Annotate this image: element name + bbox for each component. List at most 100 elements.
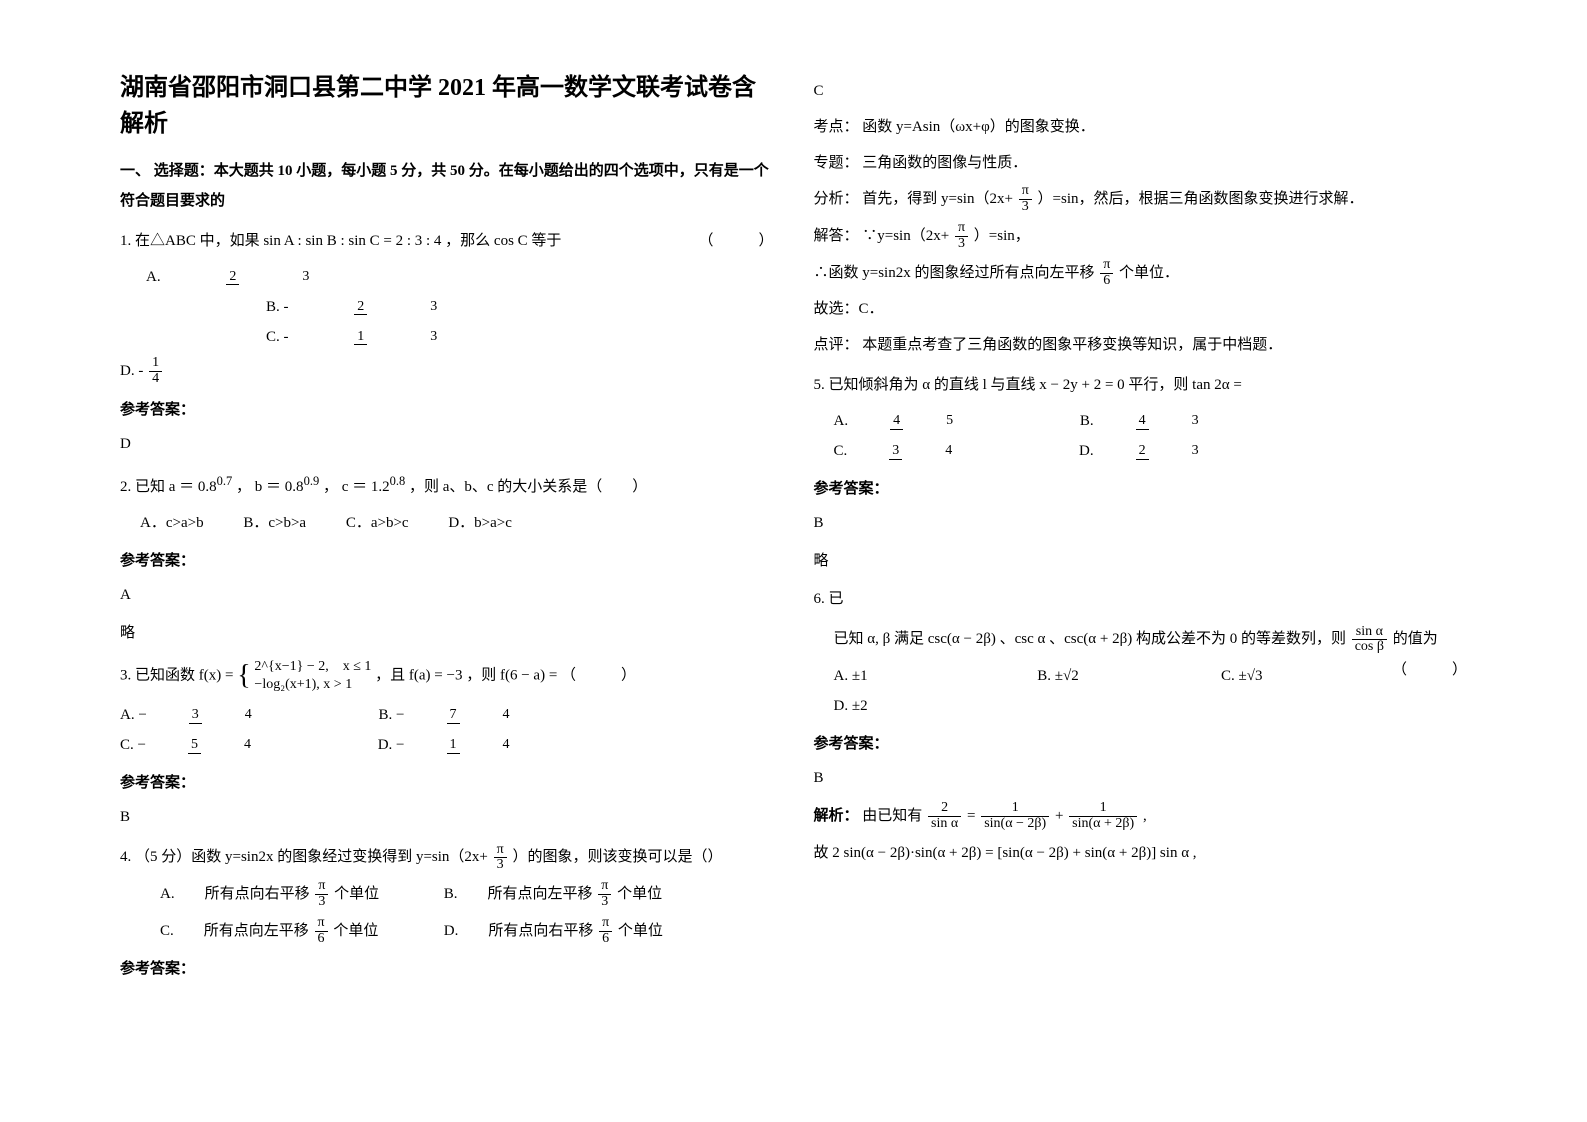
q1-a-frac: 23: [226, 270, 372, 286]
q4-a-frac: π3: [315, 879, 328, 909]
q4-a-post: 个单位: [330, 886, 379, 902]
q1-c-label: C. -: [266, 322, 289, 352]
q4-option-b: B. 所有点向左平移 π3 个单位: [444, 879, 662, 910]
q2-option-d: D．b>a>c: [448, 508, 512, 538]
q4-row-2: C. 所有点向左平移 π6 个单位 D. 所有点向右平移 π6 个单位: [160, 916, 774, 947]
q1-options: A. 23 B. - 23 C. - 13: [146, 262, 774, 352]
analysis-jd: 解答： ∵y=sin（2x+ π3 ）=sin，: [814, 221, 1468, 252]
q5-a-frac: 45: [890, 414, 996, 430]
q4-d-pre: D. 所有点向右平移: [444, 923, 597, 939]
q2-options: A．c>a>b B．c>b>a C．a>b>c D．b>a>c: [140, 508, 774, 538]
q2-stem-d: ，则 a、b、c 的大小关系是（ ）: [409, 479, 647, 495]
analysis-conc-b: 个单位．: [1119, 265, 1179, 281]
analysis-fx-a: 分析： 首先，得到 y=sin（2x+: [814, 191, 1017, 207]
q4-stem-frac: π3: [494, 843, 507, 873]
left-column: 湖南省邵阳市洞口县第二中学 2021 年高一数学文联考试卷含 解析 一、 选择题…: [100, 70, 794, 1082]
q4-answer-label: 参考答案：: [120, 954, 774, 984]
q6-jx-r2: 1sin(α + 2β): [1069, 801, 1137, 831]
q6-option-d: D. ±2: [834, 691, 868, 721]
q6-stem-b: 的值为: [1393, 631, 1438, 647]
analysis-jd-b: ）=sin，: [974, 228, 1030, 244]
q6-jiexi-line2: 故 2 sin(α − 2β)·sin(α + 2β) = [sin(α − 2…: [814, 838, 1468, 868]
q6-paren: （ ）: [1392, 655, 1467, 685]
q3-b-frac: 74: [447, 708, 553, 724]
q1-a-label: A.: [146, 262, 161, 292]
q3-answer: B: [120, 802, 774, 832]
q3-d-frac: 14: [447, 738, 553, 754]
q6-jiexi-a: 由已知有: [862, 808, 926, 824]
q3-option-a: A. − 34: [120, 700, 335, 730]
q4-d-post: 个单位: [614, 923, 663, 939]
q4-answer: C: [814, 76, 1468, 106]
q3-c-label: C. −: [120, 730, 146, 760]
analysis-conc: ∴函数 y=sin2x 的图象经过所有点向左平移 π6 个单位．: [814, 258, 1468, 289]
q6-jx-r1: 1sin(α − 2β): [981, 801, 1049, 831]
q6-stem-a: 已知 α, β 满足 csc(α − 2β) 、csc α 、csc(α + 2…: [834, 631, 1350, 647]
q3-a-label: A. −: [120, 700, 147, 730]
title-line-1: 湖南省邵阳市洞口县第二中学 2021 年高一数学文联考试卷含: [120, 75, 756, 101]
q6-options: A. ±1 B. ±√2 C. ±√3 D. ±2: [834, 661, 1468, 721]
q1-d-frac: 14: [149, 356, 162, 386]
analysis-jd-frac: π3: [955, 221, 968, 251]
q6-option-a: A. ±1: [834, 661, 1034, 691]
q1-d-label: D. -: [120, 363, 143, 379]
question-4: 4. （5 分）函数 y=sin2x 的图象经过变换得到 y=sin（2x+ π…: [120, 842, 774, 873]
q1-b-frac: 23: [354, 300, 500, 316]
analysis-kd: 考点： 函数 y=Asin（ωx+φ）的图象变换．: [814, 112, 1468, 142]
q5-c-frac: 34: [889, 444, 995, 460]
q4-b-pre: B. 所有点向左平移: [444, 886, 597, 902]
q5-option-a: A. 45: [834, 406, 1037, 436]
q4-d-frac: π6: [599, 916, 612, 946]
q3-answer-label: 参考答案：: [120, 768, 774, 798]
q5-d-label: D.: [1079, 436, 1094, 466]
q4-stem-a: 4. （5 分）函数 y=sin2x 的图象经过变换得到 y=sin（2x+: [120, 849, 492, 865]
q3-stem-mid: ，且 f(a) = −3 ，则 f(6 − a) = （ ）: [375, 667, 636, 683]
q1-c-frac: 13: [354, 330, 500, 346]
q1-stem: 1. 在△ABC 中，如果 sin A : sin B : sin C = 2 …: [120, 233, 561, 249]
q2-stem-b: ， b ＝ 0.8: [236, 479, 304, 495]
q6-option-c: C. ±√3: [1221, 661, 1262, 691]
question-1: 1. 在△ABC 中，如果 sin A : sin B : sin C = 2 …: [120, 226, 774, 256]
q4-a-pre: A. 所有点向右平移: [160, 886, 313, 902]
page-title: 湖南省邵阳市洞口县第二中学 2021 年高一数学文联考试卷含 解析: [120, 70, 774, 142]
q1-option-a: A. 23: [146, 262, 432, 292]
q6-answer-label: 参考答案：: [814, 729, 1468, 759]
q5-note: 略: [814, 546, 1468, 576]
page: 湖南省邵阳市洞口县第二中学 2021 年高一数学文联考试卷含 解析 一、 选择题…: [0, 0, 1587, 1122]
q5-d-frac: 23: [1136, 444, 1242, 460]
q2-stem-a: 2. 已知 a ＝ 0.8: [120, 479, 217, 495]
q4-c-post: 个单位: [330, 923, 379, 939]
q3-d-label: D. −: [378, 730, 405, 760]
q6-stem-frac: sin αcos β: [1352, 625, 1387, 655]
q3-c-frac: 54: [188, 738, 294, 754]
q4-stem-b: ）的图象，则该变换可以是（）: [512, 849, 722, 865]
question-5: 5. 已知倾斜角为 α 的直线 l 与直线 x − 2y + 2 = 0 平行，…: [814, 370, 1468, 400]
q5-answer: B: [814, 508, 1468, 538]
q2-note: 略: [120, 618, 774, 648]
q3-func-bot: −log₂(x+1), x > 1: [254, 676, 371, 694]
q1-option-c: C. - 13: [266, 322, 560, 352]
q3-a-frac: 34: [189, 708, 295, 724]
q5-b-label: B.: [1080, 406, 1094, 436]
q5-b-frac: 43: [1136, 414, 1242, 430]
q2-answer: A: [120, 580, 774, 610]
q4-b-post: 个单位: [613, 886, 662, 902]
title-line-2: 解析: [120, 111, 168, 137]
q3-option-d: D. − 14: [378, 730, 593, 760]
analysis-dp: 点评： 本题重点考查了三角函数的图象平移变换等知识，属于中档题．: [814, 330, 1468, 360]
q5-a-label: A.: [834, 406, 849, 436]
question-3: 3. 已知函数 f(x) = { 2^{x−1} − 2, x ≤ 1 −log…: [120, 658, 774, 694]
q1-b-label: B. -: [266, 292, 289, 322]
analysis-fx-b: ）=sin，然后，根据三角函数图象变换进行求解．: [1038, 191, 1364, 207]
q4-c-pre: C. 所有点向左平移: [160, 923, 313, 939]
q3-b-label: B. −: [379, 700, 405, 730]
right-column: C 考点： 函数 y=Asin（ωx+φ）的图象变换． 专题： 三角函数的图像与…: [794, 70, 1488, 1082]
q2-exp-1: 0.7: [217, 474, 233, 488]
q6-option-b: B. ±√2: [1037, 661, 1217, 691]
q2-option-a: A．c>a>b: [140, 508, 204, 538]
q5-c-label: C.: [834, 436, 848, 466]
q3-options: A. − 34 B. − 74 C. − 54 D. − 14: [120, 700, 774, 760]
analysis-conc-frac: π6: [1100, 258, 1113, 288]
q2-stem-c: ， c ＝ 1.2: [323, 479, 390, 495]
q4-option-a: A. 所有点向右平移 π3 个单位: [160, 879, 440, 910]
